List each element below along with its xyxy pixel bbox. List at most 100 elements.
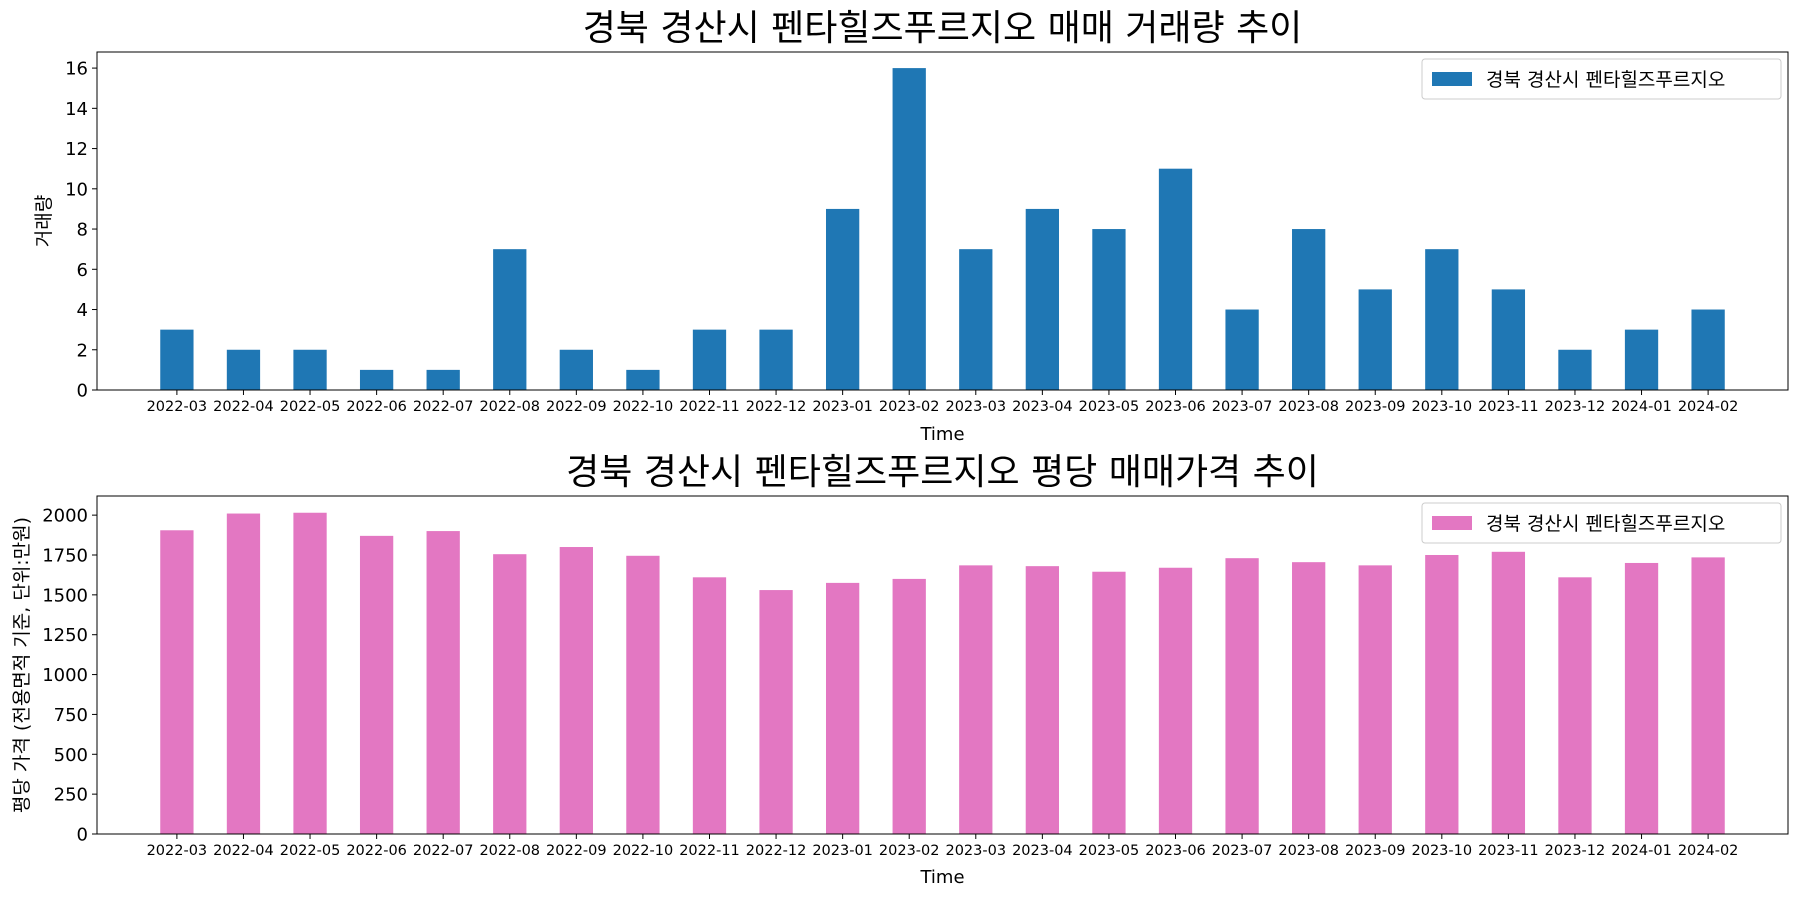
volume-bar xyxy=(1558,349,1592,390)
price-x-tick-label: 2022-10 xyxy=(613,843,674,859)
volume-bar xyxy=(626,369,660,390)
price-bar xyxy=(1025,566,1060,834)
price-plot-frame xyxy=(96,495,1789,835)
price-bar xyxy=(359,535,394,834)
volume-bar xyxy=(1691,309,1725,390)
volume-x-tick-label: 2023-05 xyxy=(1079,399,1140,415)
volume-legend-swatch xyxy=(1432,72,1472,86)
price-y-axis-label: 평당 가격 (전용면적 기준, 단위:만원) xyxy=(11,517,33,813)
price-y-tick-label: 500 xyxy=(54,745,88,766)
price-y-tick-label: 1000 xyxy=(42,665,88,686)
volume-bar xyxy=(1491,289,1526,390)
volume-plot-frame xyxy=(96,51,1789,391)
price-x-tick-label: 2022-08 xyxy=(479,843,540,859)
volume-chart-title: 경북 경산시 펜타힐즈푸르지오 매매 거래량 추이 xyxy=(583,8,1303,49)
price-bar xyxy=(892,578,926,834)
price-bar xyxy=(1092,571,1126,834)
price-x-tick-label: 2023-11 xyxy=(1478,843,1539,859)
volume-y-tick-label: 10 xyxy=(65,179,88,200)
price-bar xyxy=(1158,567,1193,834)
price-bar xyxy=(1691,557,1725,834)
volume-bar xyxy=(1225,309,1259,390)
volume-x-tick-label: 2022-04 xyxy=(213,399,274,415)
price-x-tick-label: 2022-06 xyxy=(346,843,407,859)
price-x-tick-label: 2022-05 xyxy=(280,843,341,859)
volume-y-axis-label: 거래량 xyxy=(33,195,55,247)
price-x-tick-label: 2022-07 xyxy=(413,843,474,859)
volume-x-tick-label: 2023-06 xyxy=(1145,399,1206,415)
price-bar xyxy=(160,530,194,834)
price-x-tick-label: 2023-07 xyxy=(1212,843,1273,859)
price-bar xyxy=(559,547,593,834)
volume-bar xyxy=(1025,208,1060,390)
volume-x-tick-label: 2023-12 xyxy=(1545,399,1606,415)
price-x-tick-label: 2023-02 xyxy=(879,843,940,859)
price-x-tick-label: 2022-09 xyxy=(546,843,607,859)
price-bar xyxy=(1425,554,1459,834)
volume-x-tick-label: 2022-06 xyxy=(346,399,407,415)
volume-y-tick-label: 0 xyxy=(77,381,88,402)
volume-bar xyxy=(825,208,860,390)
volume-x-tick-label: 2023-01 xyxy=(812,399,873,415)
volume-bar xyxy=(293,349,327,390)
volume-bar xyxy=(160,329,194,390)
price-x-tick-label: 2023-03 xyxy=(945,843,1006,859)
volume-x-tick-label: 2022-10 xyxy=(613,399,674,415)
volume-x-tick-label: 2022-03 xyxy=(147,399,208,415)
price-bar xyxy=(1358,565,1392,834)
volume-legend-label: 경북 경산시 펜타힐즈푸르지오 xyxy=(1486,69,1725,91)
price-y-tick-label: 2000 xyxy=(42,506,88,527)
volume-y-tick-label: 8 xyxy=(77,220,88,241)
price-x-tick-label: 2022-04 xyxy=(213,843,274,859)
price-x-tick-label: 2023-10 xyxy=(1412,843,1473,859)
volume-y-tick-label: 2 xyxy=(77,340,88,361)
volume-y-tick-label: 6 xyxy=(77,260,88,281)
volume-bar xyxy=(1292,229,1326,390)
price-x-tick-label: 2022-03 xyxy=(147,843,208,859)
price-x-tick-label: 2023-09 xyxy=(1345,843,1406,859)
volume-bar xyxy=(1158,168,1193,390)
price-x-tick-label: 2023-08 xyxy=(1278,843,1339,859)
price-legend-label: 경북 경산시 펜타힐즈푸르지오 xyxy=(1486,513,1725,535)
volume-bar xyxy=(493,249,527,390)
volume-bar xyxy=(359,369,394,390)
price-legend-swatch xyxy=(1432,516,1472,530)
volume-bar xyxy=(1425,249,1459,390)
volume-x-tick-label: 2022-05 xyxy=(280,399,341,415)
volume-bar xyxy=(1358,289,1392,390)
price-chart-title: 경북 경산시 펜타힐즈푸르지오 평당 매매가격 추이 xyxy=(566,452,1319,493)
price-chart: 경북 경산시 펜타힐즈푸르지오 평당 매매가격 추이 2022-03 2022-04… xyxy=(11,452,1789,888)
volume-x-tick-label: 2023-03 xyxy=(945,399,1006,415)
volume-x-tick-label: 2023-02 xyxy=(879,399,940,415)
price-y-tick-label: 250 xyxy=(54,785,88,806)
volume-x-tick-label: 2022-12 xyxy=(746,399,807,415)
volume-x-tick-label: 2023-11 xyxy=(1478,399,1539,415)
volume-bar xyxy=(426,369,460,390)
volume-bar xyxy=(1092,229,1126,390)
price-bar xyxy=(426,531,460,834)
price-x-tick-label: 2023-05 xyxy=(1079,843,1140,859)
volume-bar xyxy=(1624,329,1659,390)
price-legend-box xyxy=(1421,502,1782,544)
volume-x-tick-label: 2023-10 xyxy=(1412,399,1473,415)
price-bar xyxy=(1491,551,1526,834)
price-y-tick-label: 1750 xyxy=(42,545,88,566)
volume-chart: 경북 경산시 펜타힐즈푸르지오 매매 거래량 추이 2022-03 2022-04 2… xyxy=(33,8,1789,445)
volume-bar xyxy=(559,349,593,390)
volume-x-tick-label: 2023-07 xyxy=(1212,399,1273,415)
volume-x-tick-label: 2022-09 xyxy=(546,399,607,415)
price-bar xyxy=(1292,562,1326,834)
volume-y-tick-label: 16 xyxy=(65,59,88,80)
price-x-tick-label: 2022-12 xyxy=(746,843,807,859)
volume-x-tick-label: 2024-01 xyxy=(1611,399,1672,415)
volume-x-axis-label: Time xyxy=(919,424,964,445)
volume-x-tick-label: 2024-02 xyxy=(1678,399,1739,415)
price-bar xyxy=(959,565,993,834)
price-bar xyxy=(1225,558,1259,834)
volume-y-tick-label: 12 xyxy=(65,139,88,160)
volume-bar xyxy=(759,329,793,390)
price-y-tick-label: 1250 xyxy=(42,625,88,646)
volume-x-tick-label: 2022-07 xyxy=(413,399,474,415)
price-x-tick-label: 2023-06 xyxy=(1145,843,1206,859)
